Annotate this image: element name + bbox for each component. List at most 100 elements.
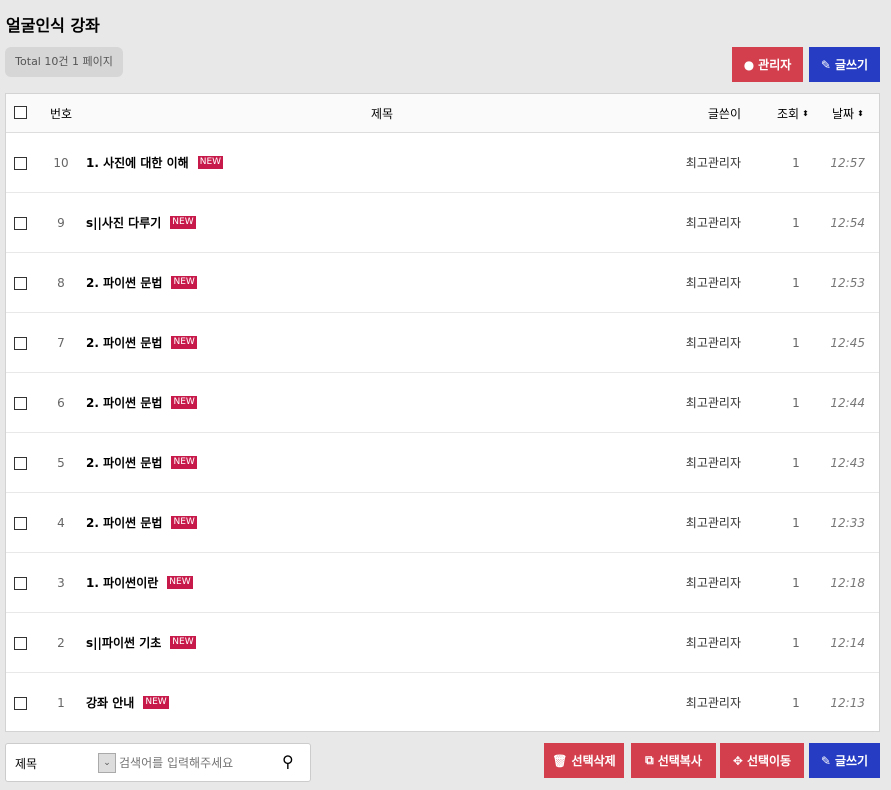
trash-icon: 🗑 [552,753,568,768]
post-title: 강좌 안내 [86,696,135,710]
copy-icon: ⧉ [645,753,654,767]
post-views: 1 [792,155,800,170]
post-date: 12:44 [830,395,865,410]
table-row: 5 2. 파이썬 문법 NEW 최고관리자 1 12:43 [6,433,879,493]
row-checkbox[interactable] [14,217,27,230]
post-title: 2. 파이썬 문법 [86,516,163,530]
col-date-sort[interactable]: 날짜 ⬍ [832,94,864,132]
post-title-link[interactable]: 1. 사진에 대한 이해 NEW [86,133,224,192]
row-checkbox[interactable] [14,337,27,350]
table-row: 8 2. 파이썬 문법 NEW 최고관리자 1 12:53 [6,253,879,313]
col-title: 제목 [371,106,394,121]
write-button-bottom[interactable]: ✎ 글쓰기 [809,743,880,778]
table-row: 7 2. 파이썬 문법 NEW 최고관리자 1 12:45 [6,313,879,373]
post-views: 1 [792,335,800,350]
table-row: 4 2. 파이썬 문법 NEW 최고관리자 1 12:33 [6,493,879,553]
move-label: 선택이동 [746,754,792,768]
write-label: 글쓰기 [834,58,869,72]
row-checkbox[interactable] [14,457,27,470]
post-author[interactable]: 최고관리자 [685,276,741,290]
post-author[interactable]: 최고관리자 [685,396,741,410]
delete-label: 선택삭제 [571,754,616,768]
user-circle-icon: ● [743,57,755,72]
search-field-select[interactable]: 제목 [15,757,38,771]
post-author[interactable]: 최고관리자 [685,456,741,470]
post-views: 1 [792,215,800,230]
total-count-badge: Total 10건 1 페이지 [5,47,123,77]
chevron-down-icon[interactable]: ⌄ [98,753,116,773]
new-badge: NEW [170,216,196,229]
post-author[interactable]: 최고관리자 [685,696,741,710]
post-title-link[interactable]: 강좌 안내 NEW [86,673,169,732]
post-date: 12:54 [830,215,865,230]
post-title-link[interactable]: s||파이썬 기초 NEW [86,613,196,672]
delete-selected-button[interactable]: 🗑 선택삭제 [544,743,624,778]
post-author[interactable]: 최고관리자 [685,576,741,590]
col-num: 번호 [50,106,73,121]
post-title-link[interactable]: 1. 파이썬이란 NEW [86,553,193,612]
admin-button[interactable]: ● 관리자 [732,47,803,82]
post-title: s||사진 다루기 [86,216,162,230]
row-checkbox[interactable] [14,577,27,590]
search-icon[interactable]: ⚲ [282,752,294,771]
new-badge: NEW [171,456,197,469]
post-title-link[interactable]: s||사진 다루기 NEW [86,193,196,252]
post-date: 12:53 [830,275,865,290]
table-row: 1 강좌 안내 NEW 최고관리자 1 12:13 [6,673,879,733]
post-author[interactable]: 최고관리자 [685,156,741,170]
post-author[interactable]: 최고관리자 [685,636,741,650]
post-title-link[interactable]: 2. 파이썬 문법 NEW [86,493,197,552]
sort-icon: ⬍ [857,108,864,118]
post-title: 2. 파이썬 문법 [86,396,163,410]
post-views: 1 [792,575,800,590]
write-button-top[interactable]: ✎ 글쓰기 [809,47,880,82]
post-number: 2 [57,635,65,650]
new-badge: NEW [171,396,197,409]
post-number: 7 [57,335,65,350]
post-title-link[interactable]: 2. 파이썬 문법 NEW [86,253,197,312]
new-badge: NEW [143,696,169,709]
post-date: 12:13 [830,695,865,710]
table-header: 번호 제목 글쓴이 조회 ⬍ 날짜 ⬍ [6,94,879,133]
select-all-checkbox[interactable] [14,106,27,119]
post-table: 번호 제목 글쓴이 조회 ⬍ 날짜 ⬍ 10 1. 사진에 대한 이해 NEW 최고관… [5,93,880,733]
new-badge: NEW [171,516,197,529]
search-input[interactable] [119,752,269,774]
row-checkbox[interactable] [14,397,27,410]
post-title-link[interactable]: 2. 파이썬 문법 NEW [86,433,197,492]
row-checkbox[interactable] [14,697,27,710]
post-date: 12:45 [830,335,865,350]
new-badge: NEW [171,336,197,349]
row-checkbox[interactable] [14,517,27,530]
new-badge: NEW [171,276,197,289]
post-views: 1 [792,275,800,290]
sort-icon: ⬍ [802,108,809,118]
admin-label: 관리자 [758,58,792,72]
post-date: 12:14 [830,635,865,650]
post-title-link[interactable]: 2. 파이썬 문법 NEW [86,373,197,432]
new-badge: NEW [197,156,224,169]
post-number: 6 [57,395,65,410]
post-number: 1 [57,695,65,710]
col-views-sort[interactable]: 조회 ⬍ [777,94,809,132]
post-author[interactable]: 최고관리자 [685,216,741,230]
post-views: 1 [792,455,800,470]
row-checkbox[interactable] [14,157,27,170]
post-number: 4 [57,515,65,530]
row-checkbox[interactable] [14,277,27,290]
pencil-icon: ✎ [820,753,831,768]
row-checkbox[interactable] [14,637,27,650]
new-badge: NEW [170,636,196,649]
post-number: 5 [57,455,65,470]
post-number: 8 [57,275,65,290]
post-title-link[interactable]: 2. 파이썬 문법 NEW [86,313,197,372]
post-views: 1 [792,395,800,410]
post-author[interactable]: 최고관리자 [685,516,741,530]
copy-selected-button[interactable]: ⧉ 선택복사 [631,743,716,778]
table-row: 6 2. 파이썬 문법 NEW 최고관리자 1 12:44 [6,373,879,433]
post-author[interactable]: 최고관리자 [685,336,741,350]
post-title: 2. 파이썬 문법 [86,456,163,470]
move-selected-button[interactable]: ✥ 선택이동 [720,743,804,778]
post-title: 1. 파이썬이란 [86,576,159,590]
pencil-icon: ✎ [820,57,831,72]
